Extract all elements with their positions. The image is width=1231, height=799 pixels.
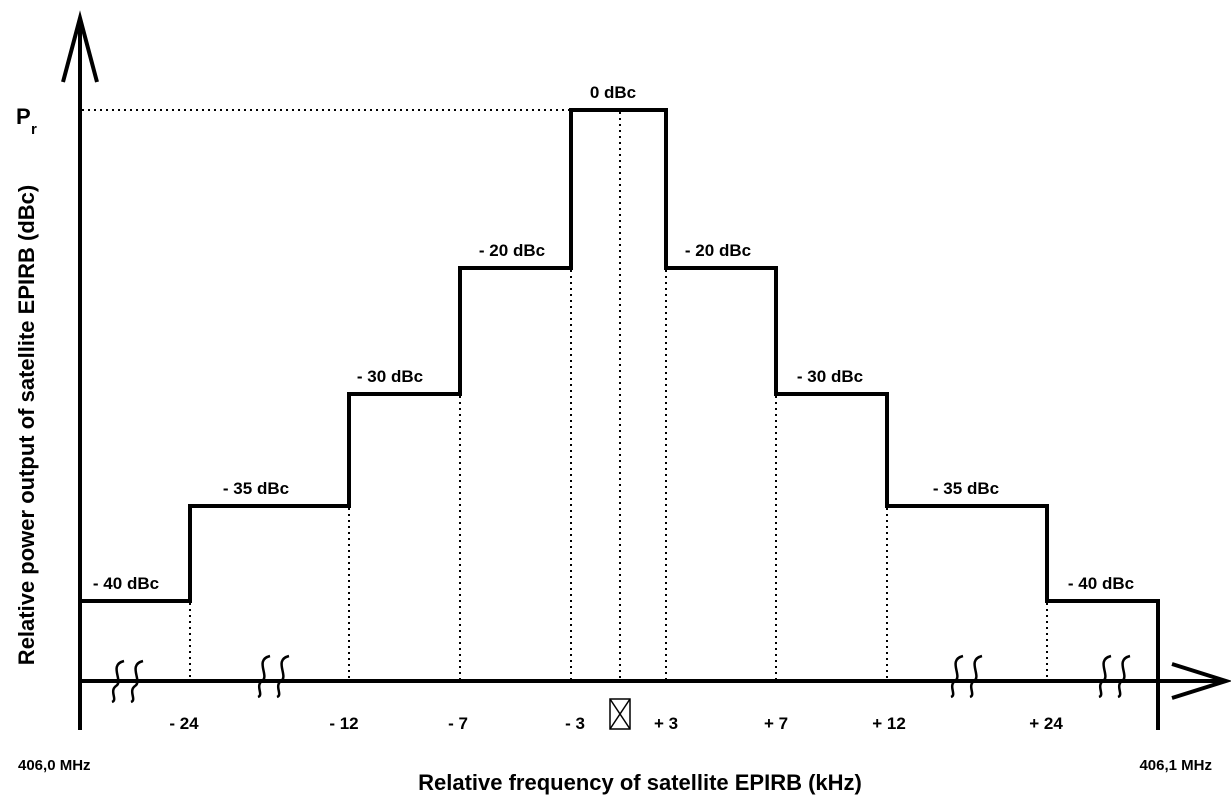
emission-mask-step-line bbox=[80, 108, 1160, 730]
tick-label: - 12 bbox=[329, 714, 358, 733]
tick-guides bbox=[189, 112, 1048, 680]
level-label: - 35 dBc bbox=[223, 479, 289, 498]
level-label: - 30 dBc bbox=[797, 367, 863, 386]
tick-label: + 3 bbox=[654, 714, 678, 733]
tick-label: + 7 bbox=[764, 714, 788, 733]
x-axis-arrowhead bbox=[1171, 662, 1231, 700]
level-label: - 40 dBc bbox=[93, 574, 159, 593]
freq-start-label: 406,0 MHz bbox=[18, 757, 91, 774]
level-label: - 40 dBc bbox=[1068, 574, 1134, 593]
axis-break-icon bbox=[950, 654, 983, 699]
crossed-box-icon bbox=[609, 698, 631, 730]
freq-end-label: 406,1 MHz bbox=[1139, 757, 1212, 774]
tick-label: - 24 bbox=[169, 714, 199, 733]
y-axis-symbol: P bbox=[16, 104, 31, 129]
y-axis-title: Relative power output of satellite EPIRB… bbox=[14, 185, 39, 665]
level-label: - 20 dBc bbox=[685, 241, 751, 260]
axis-break-icon bbox=[111, 659, 144, 704]
tick-label: + 12 bbox=[872, 714, 906, 733]
x-axis-title: Relative frequency of satellite EPIRB (k… bbox=[418, 770, 862, 795]
level-label: 0 dBc bbox=[590, 83, 636, 102]
axis-break-icon bbox=[257, 654, 290, 699]
axis-break-icons bbox=[111, 654, 1131, 704]
y-axis-symbol-subscript: r bbox=[31, 121, 37, 138]
tick-label: + 24 bbox=[1029, 714, 1063, 733]
level-label: - 20 dBc bbox=[479, 241, 545, 260]
level-label: - 30 dBc bbox=[357, 367, 423, 386]
tick-label: - 3 bbox=[565, 714, 585, 733]
level-label: - 35 dBc bbox=[933, 479, 999, 498]
y-axis-arrowhead bbox=[61, 10, 99, 83]
axis-break-icon bbox=[1098, 654, 1131, 699]
tick-label: - 7 bbox=[448, 714, 468, 733]
